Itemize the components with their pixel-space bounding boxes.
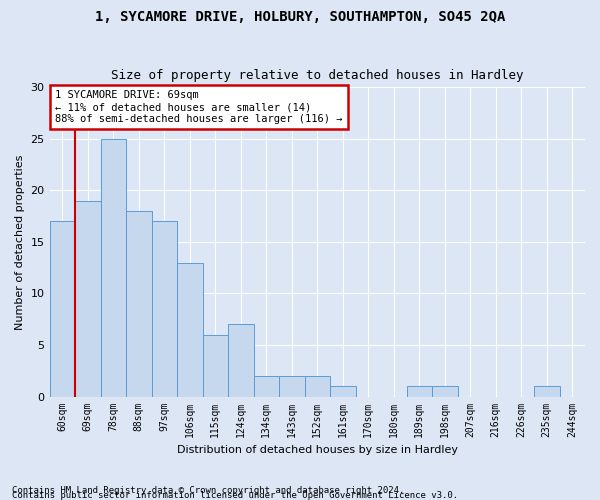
- Title: Size of property relative to detached houses in Hardley: Size of property relative to detached ho…: [111, 69, 524, 82]
- Text: Contains HM Land Registry data © Crown copyright and database right 2024.: Contains HM Land Registry data © Crown c…: [12, 486, 404, 495]
- Text: Contains public sector information licensed under the Open Government Licence v3: Contains public sector information licen…: [12, 491, 458, 500]
- Bar: [534, 386, 560, 396]
- Bar: [101, 139, 126, 396]
- Bar: [254, 376, 279, 396]
- Bar: [50, 222, 75, 396]
- Text: 1, SYCAMORE DRIVE, HOLBURY, SOUTHAMPTON, SO45 2QA: 1, SYCAMORE DRIVE, HOLBURY, SOUTHAMPTON,…: [95, 10, 505, 24]
- Bar: [152, 222, 177, 396]
- Bar: [407, 386, 432, 396]
- X-axis label: Distribution of detached houses by size in Hardley: Distribution of detached houses by size …: [177, 445, 458, 455]
- Bar: [203, 334, 228, 396]
- Bar: [228, 324, 254, 396]
- Bar: [432, 386, 458, 396]
- Bar: [126, 211, 152, 396]
- Bar: [330, 386, 356, 396]
- Bar: [279, 376, 305, 396]
- Bar: [75, 200, 101, 396]
- Y-axis label: Number of detached properties: Number of detached properties: [15, 154, 25, 330]
- Bar: [177, 262, 203, 396]
- Text: 1 SYCAMORE DRIVE: 69sqm
← 11% of detached houses are smaller (14)
88% of semi-de: 1 SYCAMORE DRIVE: 69sqm ← 11% of detache…: [55, 90, 343, 124]
- Bar: [305, 376, 330, 396]
